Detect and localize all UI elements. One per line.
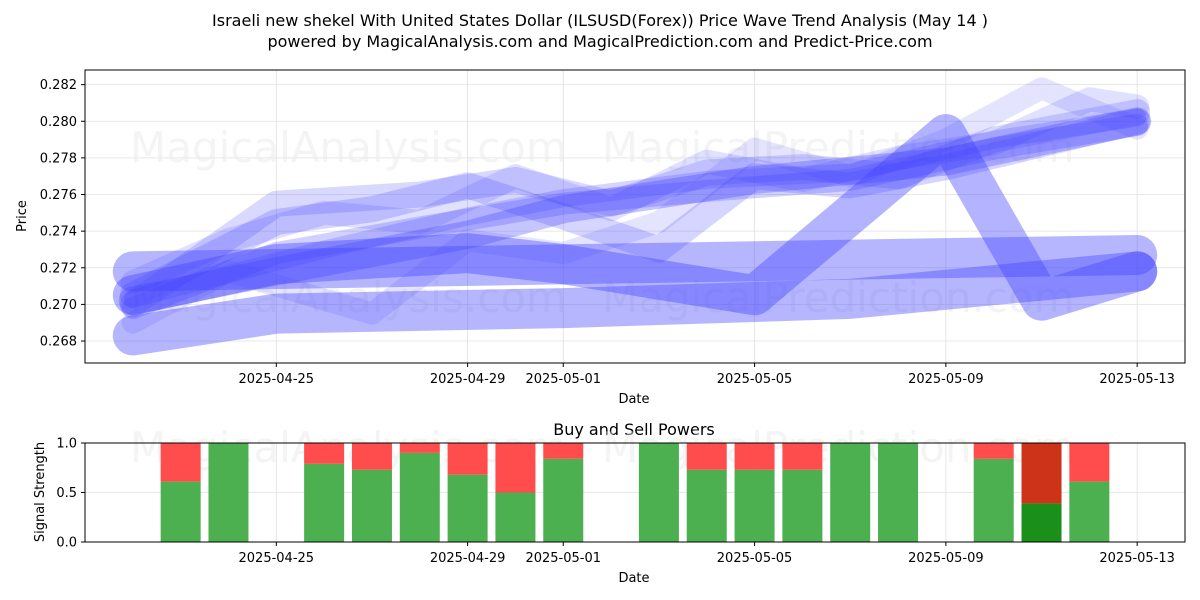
sell-bar (495, 443, 536, 493)
price-y-tick-label: 0.280 (40, 115, 77, 130)
watermark-analysis-mid: MagicalAnalysis.com (130, 273, 567, 322)
price-y-tick-label: 0.282 (40, 78, 77, 93)
wave-band (119, 99, 1151, 318)
signal-y-ticks: 0.0 0.5 1.0 (56, 437, 85, 551)
buy-bar (638, 443, 679, 542)
buy-bar (495, 492, 536, 542)
buy-bar (1069, 481, 1110, 542)
signal-x-axis-label: Date (618, 571, 649, 586)
price-y-tick-label: 0.274 (40, 225, 77, 240)
wave-band (112, 251, 1158, 356)
wave-band (123, 108, 1147, 308)
sell-bar (399, 443, 440, 453)
signal-y-tick-label: 0.5 (56, 486, 77, 501)
signal-watermarks: MagicalAnalysis.com MagicalPrediction.co… (130, 423, 1075, 472)
sell-bar (304, 443, 345, 464)
buy-bar (447, 474, 488, 542)
price-x-tick-label: 2025-04-29 (430, 372, 506, 387)
sell-bar (447, 443, 488, 475)
buy-bar (399, 452, 440, 542)
buy-bar (686, 469, 727, 542)
price-bands (112, 77, 1158, 356)
wave-band (120, 87, 1150, 295)
buy-bar (878, 443, 919, 542)
wave-band (112, 114, 1158, 321)
wave-band (112, 235, 1158, 292)
price-plot-frame (84, 69, 1186, 364)
sell-bar (1021, 443, 1062, 504)
signal-y-axis-label: Signal Strength (33, 442, 48, 542)
signal-title: Buy and Sell Powers (553, 420, 715, 439)
signal-x-tick-label: 2025-05-09 (908, 551, 984, 566)
price-grid (85, 70, 1185, 363)
price-x-tick-label: 2025-05-13 (1099, 372, 1175, 387)
sell-bar (973, 443, 1014, 459)
price-y-tick-label: 0.272 (40, 261, 77, 276)
price-y-axis-label: Price (15, 200, 30, 232)
signal-x-ticks: 2025-04-25 2025-04-29 2025-05-01 2025-05-05… (239, 542, 1175, 566)
signal-x-tick-label: 2025-04-25 (239, 551, 315, 566)
buy-bar (830, 443, 871, 542)
watermark-analysis-top: MagicalAnalysis.com (130, 123, 567, 172)
wave-band (118, 107, 1152, 315)
price-x-tick-label: 2025-05-01 (525, 372, 601, 387)
signal-x-tick-label: 2025-05-05 (717, 551, 793, 566)
price-x-ticks: 2025-04-25 2025-04-29 2025-05-01 2025-05-05… (239, 363, 1175, 387)
buy-bar (1021, 503, 1062, 542)
buy-bar (160, 481, 201, 542)
signal-x-tick-label: 2025-05-01 (525, 551, 601, 566)
watermark-prediction-top: MagicalPrediction.com (602, 123, 1075, 172)
watermark-analysis-bottom: MagicalAnalysis.com (130, 423, 567, 472)
buy-bar (543, 458, 584, 542)
signal-x-tick-label: 2025-04-29 (430, 551, 506, 566)
price-y-tick-label: 0.278 (40, 151, 77, 166)
sell-bar (782, 443, 823, 470)
buy-bar (973, 458, 1014, 542)
sell-bar (543, 443, 584, 459)
signal-x-tick-label: 2025-05-13 (1099, 551, 1175, 566)
signal-bars (160, 443, 1110, 542)
watermark-prediction-mid: MagicalPrediction.com (602, 273, 1075, 322)
buy-bar (734, 469, 775, 542)
price-y-tick-label: 0.268 (40, 335, 77, 350)
buy-bar (208, 443, 249, 542)
buy-bar (304, 463, 345, 542)
buy-bar (351, 469, 392, 542)
sell-bar (686, 443, 727, 470)
price-y-ticks: 0.268 0.270 0.272 0.274 0.276 0.278 0.280 0.282 (40, 78, 85, 350)
chart-title-line2: powered by MagicalAnalysis.com and Magic… (267, 32, 932, 51)
sell-bar (1069, 443, 1110, 482)
signal-y-tick-label: 1.0 (56, 437, 77, 452)
wave-band (119, 108, 1151, 309)
signal-panel: Buy and Sell Powers MagicalAnalysis.com … (33, 420, 1186, 586)
signal-y-tick-label: 0.0 (56, 536, 77, 551)
sell-bar (734, 443, 775, 470)
wave-band (121, 77, 1149, 334)
price-x-tick-label: 2025-05-05 (717, 372, 793, 387)
buy-bar (782, 469, 823, 542)
price-y-tick-label: 0.276 (40, 188, 77, 203)
price-watermarks: MagicalAnalysis.com MagicalPrediction.co… (130, 123, 1075, 322)
chart-title-line1: Israeli new shekel With United States Do… (212, 11, 988, 30)
price-panel: MagicalAnalysis.com MagicalPrediction.co… (15, 69, 1186, 407)
sell-bar (160, 443, 201, 482)
sell-bar (351, 443, 392, 470)
price-x-tick-label: 2025-05-09 (908, 372, 984, 387)
wave-band (121, 113, 1149, 320)
price-x-axis-label: Date (618, 392, 649, 407)
price-y-tick-label: 0.270 (40, 298, 77, 313)
price-x-tick-label: 2025-04-25 (239, 372, 315, 387)
